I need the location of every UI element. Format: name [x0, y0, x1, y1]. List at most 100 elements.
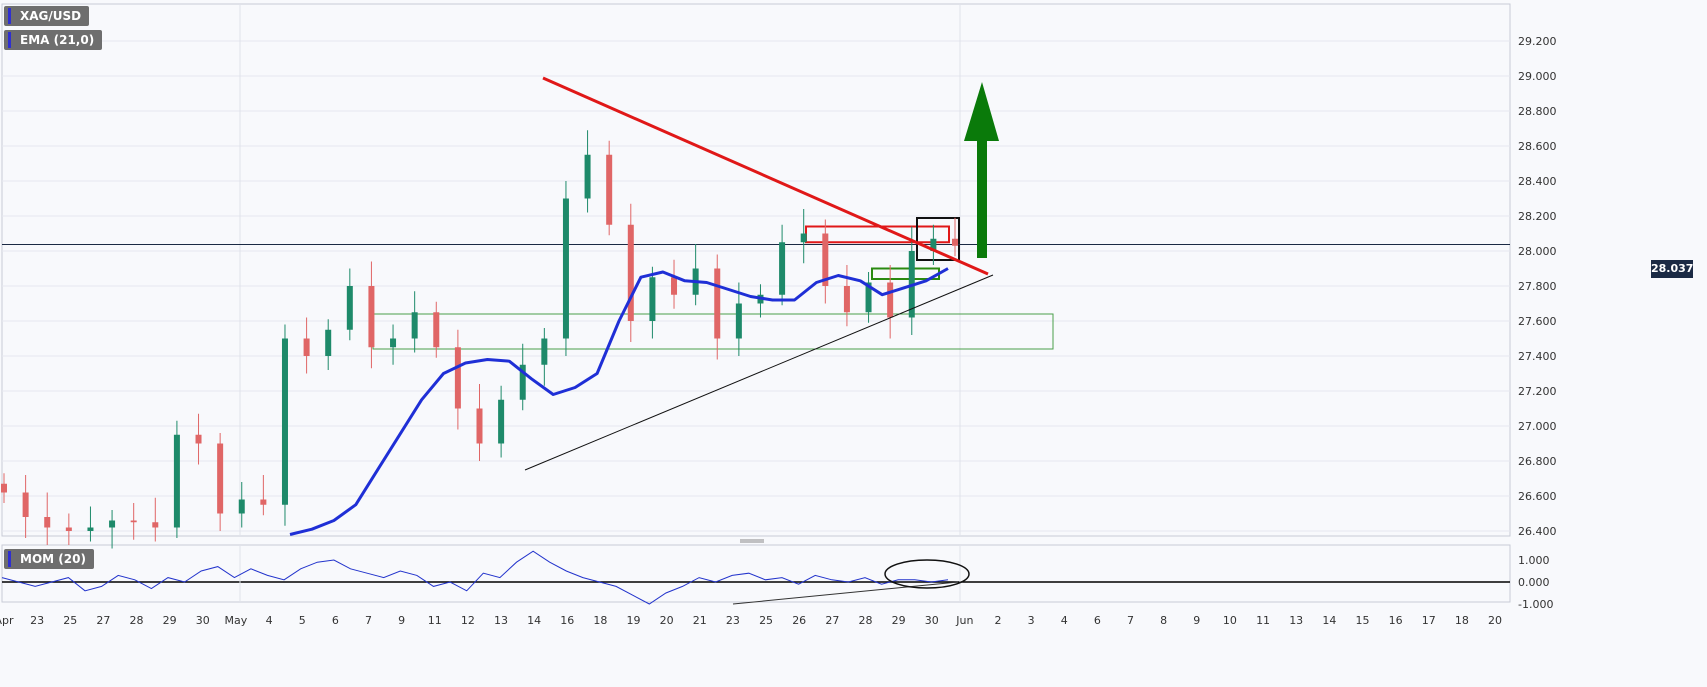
x-tick-label: 9 [398, 614, 405, 627]
bullish-arrow [964, 82, 999, 258]
x-tick-label: 23 [30, 614, 44, 627]
candle-body [649, 277, 656, 321]
x-tick-label: 13 [1289, 614, 1303, 627]
y-tick-label: 26.800 [1518, 455, 1557, 468]
y-tick-label: 28.400 [1518, 175, 1557, 188]
y-tick-label: 26.400 [1518, 525, 1557, 538]
x-tick-label: 29 [163, 614, 177, 627]
candle-body [519, 364, 526, 400]
candle-body [303, 338, 310, 356]
candle-body [1, 483, 7, 493]
x-tick-label: 16 [1389, 614, 1403, 627]
x-tick-label: 6 [332, 614, 339, 627]
x-tick-label: 7 [365, 614, 372, 627]
x-tick-label: 26 [792, 614, 806, 627]
x-tick-label: 28 [130, 614, 144, 627]
x-tick-label: 19 [627, 614, 641, 627]
x-tick-label: 11 [428, 614, 442, 627]
candle-body [87, 527, 94, 531]
candle-body [411, 312, 418, 339]
support-trendline [524, 274, 994, 471]
y-tick-label: 27.800 [1518, 280, 1557, 293]
x-tick-label: 15 [1355, 614, 1369, 627]
momentum-highlight-ellipse [884, 559, 970, 589]
x-tick-label: 13 [494, 614, 508, 627]
candle-body [368, 286, 375, 348]
x-tick-label: 9 [1193, 614, 1200, 627]
candle-body [195, 434, 202, 444]
x-tick-label: 27 [96, 614, 110, 627]
candle-body [714, 268, 721, 339]
y-tick-label: 26.600 [1518, 490, 1557, 503]
symbol-legend[interactable]: XAG/USD [4, 6, 90, 26]
x-tick-label: 16 [560, 614, 574, 627]
x-tick-label: 30 [196, 614, 210, 627]
ema-legend[interactable]: EMA (21,0) [4, 30, 103, 50]
candle-body [260, 499, 267, 505]
x-tick-label: 4 [1061, 614, 1068, 627]
x-tick-label: 7 [1127, 614, 1134, 627]
x-tick-label: 17 [1422, 614, 1436, 627]
candle-body [843, 286, 850, 313]
mom-tick-label: 0.000 [1518, 576, 1550, 589]
momentum-trendline [732, 581, 959, 605]
candle-body [109, 520, 116, 528]
candle-body [584, 154, 591, 199]
y-tick-label: 29.200 [1518, 35, 1557, 48]
candle-body [238, 499, 245, 514]
candle-body [887, 282, 894, 318]
current-price-badge: 28.037 [1651, 260, 1693, 278]
resistance-trendline [542, 76, 989, 276]
x-tick-label: 5 [299, 614, 306, 627]
mom-legend[interactable]: MOM (20) [4, 549, 94, 569]
y-tick-label: 28.800 [1518, 105, 1557, 118]
x-tick-label: 6 [1094, 614, 1101, 627]
mom-tick-label: 1.000 [1518, 554, 1550, 567]
candle-body [130, 520, 137, 523]
candle-body [454, 347, 461, 409]
candle-body [800, 233, 807, 243]
candle-body [281, 338, 288, 505]
candle-body [65, 527, 72, 531]
x-tick-label: 8 [1160, 614, 1167, 627]
x-tick-label: 20 [660, 614, 674, 627]
candle-body [217, 443, 224, 514]
breakout-box [916, 217, 960, 261]
candle-body [22, 492, 29, 517]
candle-body [606, 154, 613, 225]
x-tick-label: 28 [858, 614, 872, 627]
momentum-panel [1, 544, 1511, 603]
x-tick-label: 25 [63, 614, 77, 627]
candle-body [671, 277, 678, 295]
candle-body [44, 517, 51, 528]
candle-body [930, 238, 937, 251]
candle-body [541, 338, 548, 365]
x-tick-label: 18 [593, 614, 607, 627]
y-tick-label: 28.600 [1518, 140, 1557, 153]
candle-body [173, 434, 180, 528]
x-tick-label: Jun [955, 614, 973, 627]
x-tick-label: 11 [1256, 614, 1270, 627]
x-tick-label: 18 [1455, 614, 1469, 627]
x-tick-label: 14 [527, 614, 541, 627]
y-tick-label: 27.600 [1518, 315, 1557, 328]
y-tick-label: 27.000 [1518, 420, 1557, 433]
candle-body [952, 238, 958, 246]
candle-body [562, 198, 569, 339]
main-panel [1, 3, 1511, 537]
y-tick-label: 28.200 [1518, 210, 1557, 223]
x-tick-label: 3 [1028, 614, 1035, 627]
y-tick-label: 28.000 [1518, 245, 1557, 258]
y-tick-label: 27.200 [1518, 385, 1557, 398]
candle-body [627, 224, 634, 321]
x-tick-label: 30 [925, 614, 939, 627]
candle-body [822, 233, 829, 286]
x-tick-label: 2 [995, 614, 1002, 627]
x-tick-label: 20 [1488, 614, 1502, 627]
x-tick-label: 21 [693, 614, 707, 627]
candle-body [152, 522, 159, 528]
x-tick-label: 25 [759, 614, 773, 627]
candle-body [865, 282, 872, 313]
x-tick-label: Apr [0, 614, 14, 627]
